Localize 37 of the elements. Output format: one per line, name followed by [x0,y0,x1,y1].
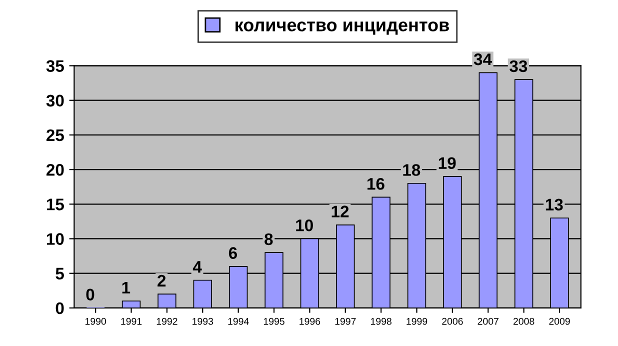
x-tick-label: 1996 [300,318,320,325]
data-label: 18 [403,164,420,176]
y-tick-label: 25 [46,129,64,142]
data-label: 8 [264,233,273,246]
x-tick-label: 1997 [335,318,356,325]
data-label: 2 [158,274,166,286]
data-label: 19 [438,157,456,170]
data-label: 34 [474,53,492,66]
y-tick-label: 0 [56,302,64,314]
data-label: 13 [546,198,563,211]
x-tick-label: 1993 [192,318,214,325]
x-tick-label: 2008 [513,318,534,325]
y-tick-label: 10 [46,233,64,245]
data-label: 4 [192,261,202,273]
x-tick-label: 2009 [549,318,570,325]
y-tick-label: 35 [46,60,64,72]
x-tick-label: 1992 [156,318,178,325]
data-label: 16 [368,178,384,190]
x-tick-label: 2007 [478,318,498,325]
data-label: 6 [228,247,237,259]
y-tick-label: 30 [46,94,64,107]
data-label: 33 [510,60,528,72]
data-label: 12 [332,206,349,218]
x-tick-label: 1990 [86,318,106,325]
x-tick-label: 1998 [371,318,392,325]
x-tick-label: 2006 [442,318,463,325]
x-tick-label: 1999 [406,318,428,325]
data-label: 1 [122,282,130,294]
x-tick-label: 1995 [264,318,284,325]
x-tick-label: 1991 [121,318,142,325]
data-label: 0 [86,288,94,300]
y-tick-label: 20 [46,164,64,176]
y-tick-label: 5 [56,268,64,280]
y-tick-label: 15 [46,198,64,210]
legend-label: количество инцидентов [236,21,449,35]
x-tick-label: 1994 [228,318,249,325]
data-label: 10 [296,219,313,232]
